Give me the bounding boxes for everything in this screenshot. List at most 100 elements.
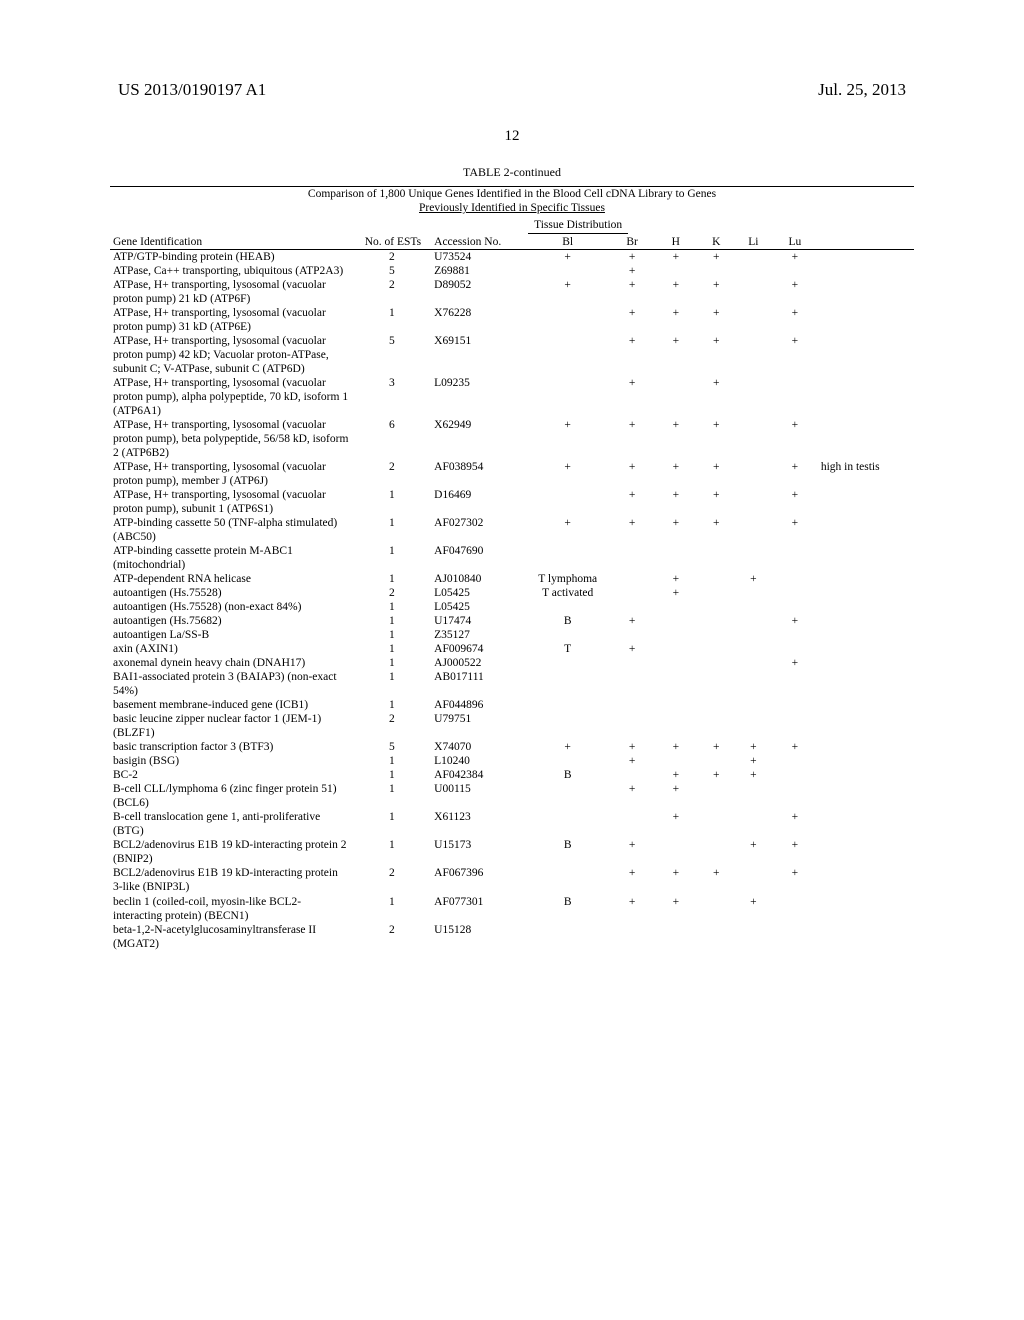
cell-acc: AF042384 <box>431 768 525 782</box>
cell-gene: ATPase, H+ transporting, lysosomal (vacu… <box>110 460 353 488</box>
cell-li <box>735 418 772 460</box>
cell-ests: 5 <box>353 334 432 376</box>
cell-h: + <box>654 488 698 516</box>
cell-k: + <box>698 740 735 754</box>
cell-note <box>818 572 914 586</box>
column-header-row: Gene Identification No. of ESTs Accessio… <box>110 235 914 249</box>
cell-k <box>698 712 735 740</box>
cell-bl <box>525 376 610 418</box>
cell-k <box>698 572 735 586</box>
cell-br: + <box>610 376 654 418</box>
cell-br: + <box>610 614 654 628</box>
cell-k <box>698 600 735 614</box>
cell-lu <box>772 264 818 278</box>
cell-gene: B-cell translocation gene 1, anti-prolif… <box>110 810 353 838</box>
cell-acc: AF047690 <box>431 544 525 572</box>
cell-h <box>654 754 698 768</box>
cell-br: + <box>610 334 654 376</box>
cell-h: + <box>654 306 698 334</box>
cell-bl: + <box>525 516 610 544</box>
cell-acc: L05425 <box>431 600 525 614</box>
cell-li <box>735 264 772 278</box>
gene-table: Tissue Distribution Gene Identification … <box>110 218 914 951</box>
cell-bl <box>525 866 610 894</box>
cell-ests: 2 <box>353 278 432 306</box>
cell-gene: ATPase, H+ transporting, lysosomal (vacu… <box>110 488 353 516</box>
cell-k <box>698 614 735 628</box>
cell-h <box>654 698 698 712</box>
table-row: B-cell translocation gene 1, anti-prolif… <box>110 810 914 838</box>
cell-lu: + <box>772 306 818 334</box>
cell-ests: 3 <box>353 376 432 418</box>
cell-gene: beclin 1 (coiled-coil, myosin-like BCL2-… <box>110 895 353 923</box>
cell-br <box>610 670 654 698</box>
cell-bl <box>525 712 610 740</box>
cell-ests: 1 <box>353 572 432 586</box>
cell-h: + <box>654 334 698 376</box>
cell-li <box>735 544 772 572</box>
cell-bl: + <box>525 418 610 460</box>
cell-k <box>698 810 735 838</box>
cell-lu: + <box>772 278 818 306</box>
table-row: ATP/GTP-binding protein (HEAB)2U73524+++… <box>110 250 914 264</box>
cell-note <box>818 264 914 278</box>
cell-note <box>818 376 914 418</box>
cell-li <box>735 306 772 334</box>
table-row: beclin 1 (coiled-coil, myosin-like BCL2-… <box>110 895 914 923</box>
cell-gene: ATP/GTP-binding protein (HEAB) <box>110 250 353 264</box>
cell-note <box>818 614 914 628</box>
cell-bl <box>525 628 610 642</box>
cell-bl <box>525 544 610 572</box>
cell-h: + <box>654 250 698 264</box>
cell-br: + <box>610 740 654 754</box>
cell-lu <box>772 628 818 642</box>
cell-gene: autoantigen (Hs.75528) <box>110 586 353 600</box>
cell-li: + <box>735 838 772 866</box>
table-row: ATP-dependent RNA helicase1AJ010840T lym… <box>110 572 914 586</box>
cell-lu <box>772 895 818 923</box>
cell-gene: BCL2/adenovirus E1B 19 kD-interacting pr… <box>110 838 353 866</box>
cell-li <box>735 278 772 306</box>
cell-ests: 5 <box>353 264 432 278</box>
cell-k <box>698 656 735 670</box>
table-row: ATPase, H+ transporting, lysosomal (vacu… <box>110 376 914 418</box>
cell-ests: 2 <box>353 712 432 740</box>
cell-bl: B <box>525 614 610 628</box>
cell-br: + <box>610 250 654 264</box>
cell-k <box>698 754 735 768</box>
cell-lu <box>772 712 818 740</box>
cell-k <box>698 895 735 923</box>
cell-bl: + <box>525 278 610 306</box>
cell-k: + <box>698 418 735 460</box>
cell-acc: X74070 <box>431 740 525 754</box>
cell-h <box>654 712 698 740</box>
cell-k <box>698 544 735 572</box>
cell-ests: 1 <box>353 306 432 334</box>
cell-li <box>735 656 772 670</box>
cell-br <box>610 600 654 614</box>
table-row: ATP-binding cassette 50 (TNF-alpha stimu… <box>110 516 914 544</box>
cell-acc: AB017111 <box>431 670 525 698</box>
cell-li <box>735 698 772 712</box>
cell-bl: B <box>525 838 610 866</box>
cell-ests: 1 <box>353 516 432 544</box>
cell-h: + <box>654 278 698 306</box>
cell-acc: AF067396 <box>431 866 525 894</box>
cell-acc: D89052 <box>431 278 525 306</box>
cell-acc: Z69881 <box>431 264 525 278</box>
cell-gene: BC-2 <box>110 768 353 782</box>
cell-acc: U15173 <box>431 838 525 866</box>
cell-note <box>818 278 914 306</box>
cell-lu <box>772 670 818 698</box>
doc-date: Jul. 25, 2013 <box>818 80 906 100</box>
col-lu: Lu <box>772 235 818 249</box>
cell-gene: ATP-dependent RNA helicase <box>110 572 353 586</box>
cell-br <box>610 572 654 586</box>
cell-note <box>818 418 914 460</box>
cell-li: + <box>735 768 772 782</box>
table-title: TABLE 2-continued <box>110 165 914 180</box>
cell-ests: 1 <box>353 488 432 516</box>
table-row: ATPase, H+ transporting, lysosomal (vacu… <box>110 460 914 488</box>
cell-lu: + <box>772 614 818 628</box>
cell-lu <box>772 923 818 951</box>
